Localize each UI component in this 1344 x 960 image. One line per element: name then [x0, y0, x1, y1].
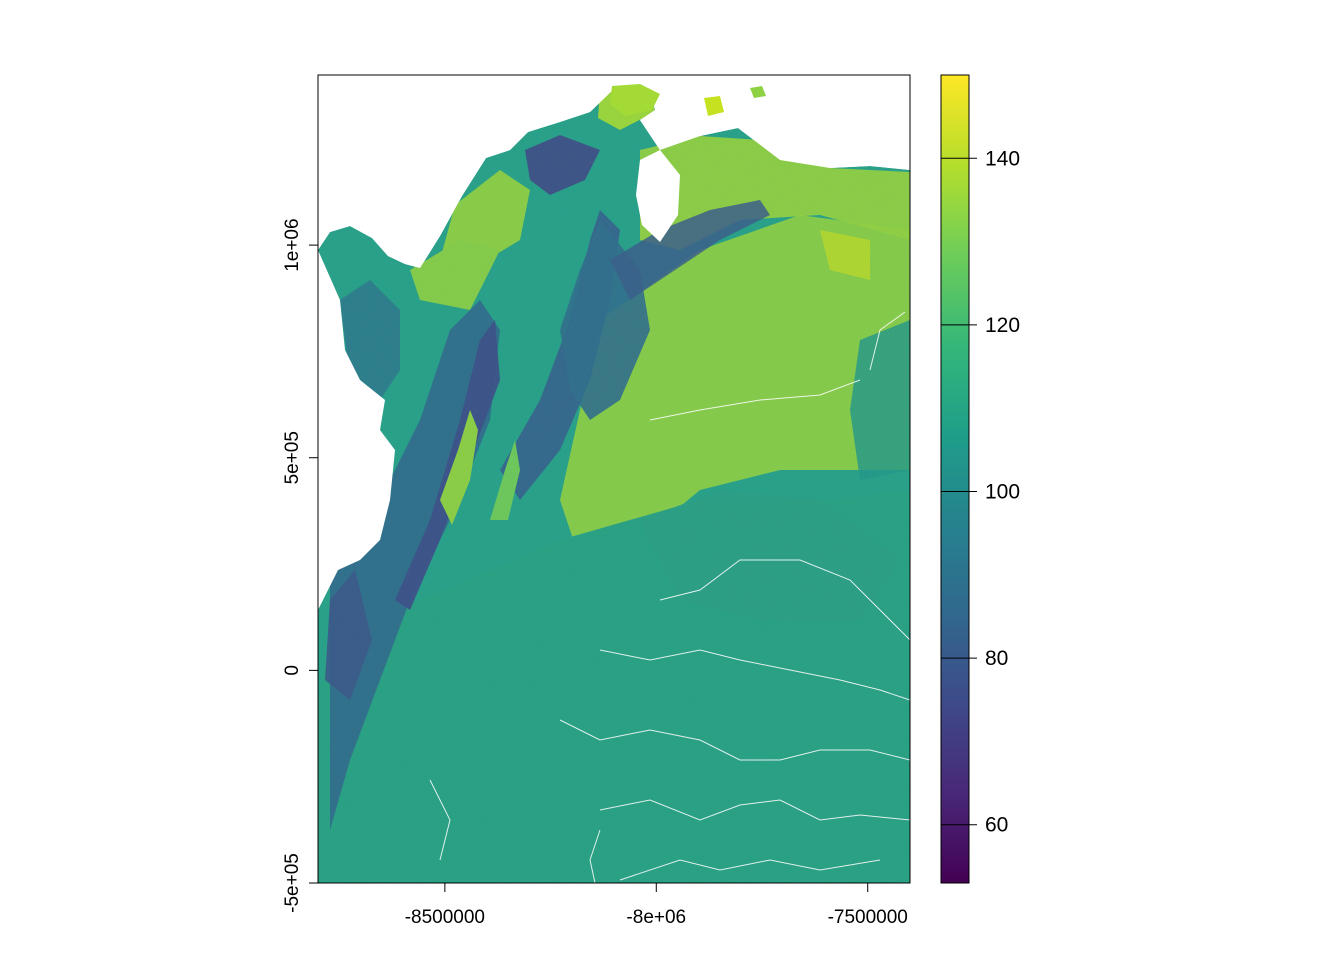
y-tick-label: 1e+06 [282, 218, 303, 271]
y-tick-label: 0 [282, 665, 303, 676]
x-tick-label: -8e+06 [626, 907, 686, 928]
x-tick-label: -8500000 [405, 907, 485, 928]
x-axis: -8500000 -8e+06 -7500000 [405, 883, 908, 928]
colorbar-ticks: 60 80 100 120 140 [941, 147, 1020, 837]
colorbar-gradient [940, 74, 970, 884]
x-tick-label: -7500000 [828, 907, 908, 928]
y-tick-label: 5e+05 [282, 431, 303, 484]
river-lines [429, 311, 910, 883]
colorbar-tick-label: 120 [985, 314, 1020, 337]
raster-layer [318, 75, 910, 883]
colorbar-tick-label: 100 [985, 480, 1020, 503]
colorbar-tick-label: 60 [985, 814, 1008, 837]
legend-colorbar: 60 80 100 120 140 [940, 74, 1020, 884]
y-axis: 1e+06 5e+05 0 -5e+05 [282, 218, 318, 913]
y-tick-label: -5e+05 [282, 853, 303, 913]
plot-frame [317, 74, 911, 884]
colorbar-tick-label: 140 [985, 147, 1020, 170]
colorbar-tick-label: 80 [985, 647, 1008, 670]
